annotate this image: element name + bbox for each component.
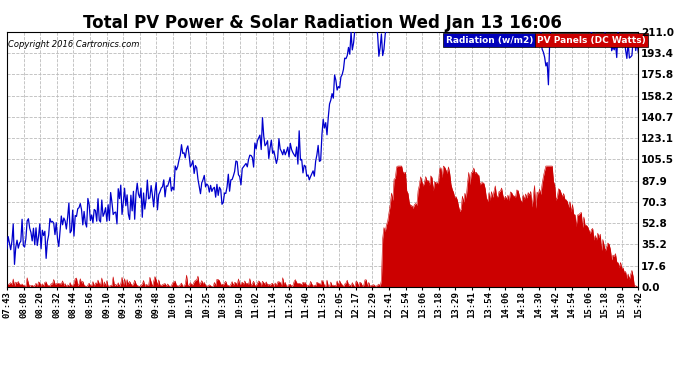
Title: Total PV Power & Solar Radiation Wed Jan 13 16:06: Total PV Power & Solar Radiation Wed Jan…: [83, 14, 562, 32]
Text: Copyright 2016 Cartronics.com: Copyright 2016 Cartronics.com: [8, 39, 139, 48]
Text: Radiation (w/m2): Radiation (w/m2): [446, 36, 533, 45]
Text: PV Panels (DC Watts): PV Panels (DC Watts): [538, 36, 646, 45]
